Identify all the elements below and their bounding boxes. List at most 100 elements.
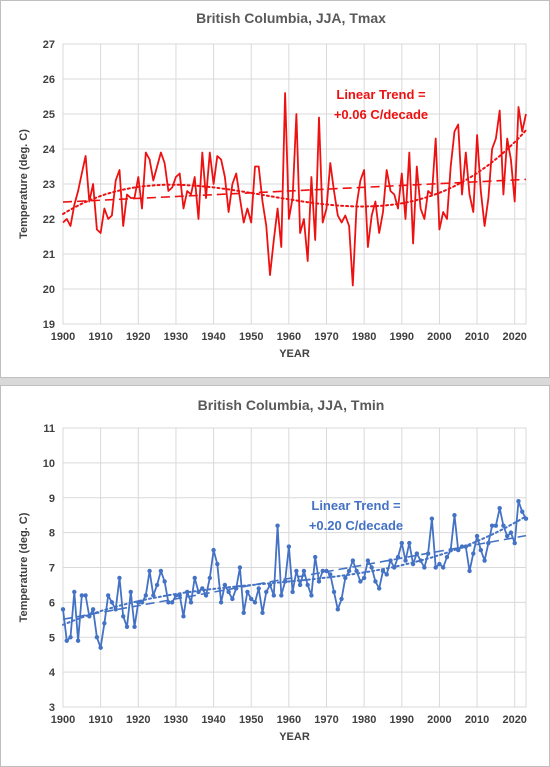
tmin-data-point <box>471 551 476 556</box>
tmin-data-point <box>169 600 175 605</box>
tmin-data-point <box>177 593 182 598</box>
tmin-data-point <box>245 589 250 595</box>
tmax-x-tick-label: 1910 <box>88 331 112 343</box>
tmin-data-point <box>384 572 389 577</box>
tmin-data-point <box>286 544 292 549</box>
tmin-trend-annotation-line2: +0.20 C/decade <box>309 518 403 533</box>
tmin-data-point <box>211 547 216 553</box>
tmax-y-tick-label: 24 <box>43 144 56 156</box>
tmin-data-point <box>399 540 404 546</box>
tmin-data-point <box>392 565 397 570</box>
tmin-data-point <box>294 568 299 574</box>
tmin-data-point <box>151 593 156 598</box>
tmax-x-tick-label: 1930 <box>164 331 188 343</box>
tmax-y-axis-label: Temperature (deg. C) <box>18 129 30 239</box>
tmax-trend-annotation-line1: Linear Trend = <box>336 87 426 102</box>
tmin-data-point <box>252 600 258 605</box>
tmax-x-tick-label: 2000 <box>427 331 451 343</box>
tmax-y-tick-label: 23 <box>43 179 55 191</box>
tmin-data-point <box>523 516 529 521</box>
tmin-data-point <box>440 565 446 570</box>
tmin-data-point <box>264 589 269 595</box>
tmin-chart-title: British Columbia, JJA, Tmin <box>198 397 385 413</box>
tmin-data-point <box>437 561 442 567</box>
tmin-y-tick-label: 9 <box>49 493 55 505</box>
tmin-data-point <box>350 558 356 563</box>
tmin-data-point <box>75 638 81 643</box>
tmin-data-point <box>185 589 190 595</box>
tmin-data-point <box>181 614 186 619</box>
tmax-x-tick-label: 1950 <box>239 331 263 343</box>
tmax-chart-title: British Columbia, JJA, Tmax <box>196 10 386 26</box>
tmin-data-point <box>504 533 510 539</box>
tmax-plot-area <box>62 43 527 325</box>
tmin-data-point <box>425 551 431 556</box>
tmin-chart: British Columbia, JJA, Tmin 3 4 5 6 7 8 9 10 11 19… <box>18 397 529 743</box>
tmax-chart-panel: British Columbia, JJA, Tmax 19 20 21 22 23 24 2… <box>0 0 550 378</box>
tmin-y-tick-label: 10 <box>43 458 55 470</box>
tmin-data-point <box>237 565 243 570</box>
tmin-data-point <box>343 575 348 581</box>
tmin-plot-area <box>62 427 527 708</box>
tmin-x-tick-label: 2020 <box>502 714 526 726</box>
tmin-data-point <box>346 568 352 574</box>
tmin-data-point <box>147 568 152 574</box>
tmin-data-point <box>358 579 363 584</box>
tmin-data-point <box>282 579 288 584</box>
tmin-data-point <box>418 558 423 563</box>
tmin-x-tick-label: 1980 <box>352 714 376 726</box>
tmin-data-point <box>320 568 325 574</box>
tmin-data-point <box>305 582 310 588</box>
tmin-data-point <box>98 645 103 650</box>
tmax-x-tick-label: 1990 <box>390 331 414 343</box>
tmin-data-point <box>196 589 201 595</box>
tmax-x-tick-label: 2010 <box>465 331 489 343</box>
tmin-data-point <box>316 579 322 584</box>
tmin-data-point <box>331 589 337 595</box>
tmax-x-tick-label: 1980 <box>352 331 376 343</box>
tmin-data-point <box>516 499 521 504</box>
tmin-data-point <box>433 565 438 570</box>
tmin-data-point <box>132 624 137 629</box>
tmin-data-point <box>313 554 318 560</box>
tmin-x-tick-label: 1940 <box>201 714 225 726</box>
tmin-data-point <box>512 540 517 546</box>
tmin-data-point <box>60 607 66 612</box>
tmin-data-point <box>200 586 205 591</box>
tmax-y-tick-label: 26 <box>43 74 55 86</box>
tmin-data-point <box>143 593 149 598</box>
tmin-data-point <box>456 547 461 553</box>
tmin-data-point <box>249 596 254 602</box>
tmax-x-tick-label: 1900 <box>51 331 75 343</box>
tmax-x-tick-label: 1960 <box>277 331 301 343</box>
tmin-data-point <box>339 596 344 602</box>
tmax-y-tick-label: 25 <box>43 109 55 121</box>
tmin-data-point <box>410 561 416 567</box>
tmin-data-point <box>279 593 284 598</box>
tmin-data-point <box>241 610 246 616</box>
tmin-data-point <box>395 554 401 560</box>
tmin-data-point <box>486 540 491 546</box>
tmin-data-point <box>335 607 340 612</box>
tmax-trend-annotation-line2: +0.06 C/decade <box>334 107 428 122</box>
tmin-x-tick-label: 1990 <box>390 714 414 726</box>
tmin-y-tick-label: 8 <box>49 528 55 540</box>
tmin-data-point <box>489 523 495 528</box>
tmin-data-point <box>173 593 179 598</box>
tmin-y-tick-label: 11 <box>43 423 55 435</box>
tmin-y-tick-label: 7 <box>49 563 55 575</box>
tmin-data-point <box>94 635 100 640</box>
tmin-data-point <box>463 544 468 549</box>
tmin-data-point <box>407 540 412 546</box>
tmin-data-point <box>365 558 371 563</box>
tmin-data-point <box>218 600 224 605</box>
tmin-data-point <box>290 589 295 595</box>
tmin-x-axis-label: YEAR <box>279 731 310 743</box>
tmin-data-point <box>188 600 194 605</box>
tmin-data-point <box>482 558 487 563</box>
tmin-x-tick-label: 1970 <box>314 714 338 726</box>
tmin-data-point <box>422 565 427 570</box>
tmin-data-point <box>414 551 420 556</box>
tmin-data-point <box>429 516 435 521</box>
tmin-data-point <box>90 607 96 612</box>
